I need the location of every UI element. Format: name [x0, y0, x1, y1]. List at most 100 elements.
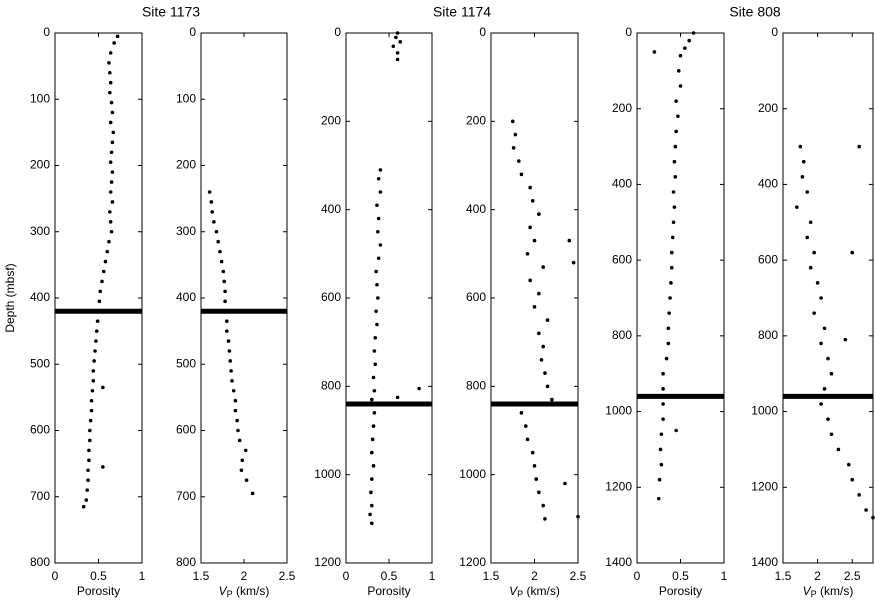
point	[110, 200, 115, 204]
point	[90, 388, 95, 393]
point	[86, 478, 90, 482]
point	[115, 34, 120, 39]
y-tick-label: 600	[466, 290, 486, 304]
point	[89, 408, 94, 413]
point	[670, 235, 675, 240]
point	[216, 239, 220, 244]
point	[101, 385, 105, 390]
point	[108, 120, 113, 125]
y-axis-label: Depth (mbsf)	[3, 263, 17, 332]
site-title: Site 1173	[142, 4, 200, 20]
y-tick-label: 1200	[314, 555, 341, 569]
point	[829, 432, 834, 437]
point	[850, 250, 855, 255]
y-tick-label: 1000	[605, 404, 632, 418]
y-tick-label: 800	[176, 555, 196, 569]
point	[659, 432, 664, 437]
y-tick-label: 800	[321, 379, 341, 393]
x-label-symbol: V	[509, 584, 518, 598]
point	[532, 464, 537, 468]
point	[225, 319, 229, 323]
point	[519, 172, 524, 177]
point	[819, 341, 823, 346]
point	[543, 517, 547, 521]
plot-frame	[782, 32, 874, 564]
point	[370, 521, 374, 526]
point	[513, 132, 518, 137]
y-tick-label: 0	[479, 25, 486, 39]
y-tick-label: 1200	[459, 555, 486, 569]
plot-frame	[636, 32, 725, 564]
point	[537, 331, 541, 336]
point	[678, 53, 683, 58]
point	[826, 356, 830, 361]
point	[110, 170, 115, 174]
x-label-subscript: P	[227, 589, 233, 599]
x-tick-label: 1	[721, 569, 728, 583]
point	[661, 387, 665, 391]
x-tick-label: 2	[814, 569, 821, 583]
x-tick-label: 0.5	[90, 569, 107, 583]
point	[230, 379, 234, 383]
point	[545, 318, 550, 322]
point	[374, 309, 378, 314]
x-label-subscript: P	[811, 589, 817, 599]
point	[223, 299, 227, 304]
point	[101, 465, 105, 469]
point	[541, 265, 545, 269]
point	[219, 259, 224, 264]
point	[670, 250, 674, 255]
point	[372, 411, 377, 415]
point	[212, 220, 216, 224]
point	[530, 199, 535, 203]
point	[108, 220, 113, 224]
y-tick-label: 0	[43, 25, 50, 39]
point	[567, 238, 572, 243]
point	[233, 398, 238, 403]
point	[658, 447, 663, 452]
point	[576, 514, 580, 519]
point	[846, 462, 851, 467]
point	[376, 216, 381, 221]
point	[101, 269, 106, 274]
point	[537, 490, 541, 495]
y-tick-label: 1000	[314, 467, 341, 481]
point	[375, 282, 379, 287]
y-tick-label: 700	[30, 489, 50, 503]
point	[237, 438, 242, 443]
point	[511, 146, 516, 150]
point	[563, 481, 567, 486]
x-tick-label: 2	[241, 569, 248, 583]
point	[683, 46, 687, 50]
point	[372, 349, 377, 353]
site-title: Site 1174	[433, 4, 491, 20]
point	[229, 369, 233, 373]
x-tick-label: 2.5	[570, 569, 587, 583]
x-tick-label: 0	[634, 569, 641, 583]
point	[528, 278, 532, 283]
point	[378, 190, 383, 194]
point	[667, 311, 671, 315]
y-tick-label: 200	[612, 101, 632, 115]
point	[209, 200, 214, 204]
point	[250, 491, 255, 496]
point	[812, 311, 816, 315]
point	[108, 210, 112, 214]
x-label-unit: (km/s)	[817, 584, 854, 598]
point	[519, 411, 524, 415]
y-tick-label: 200	[176, 158, 196, 172]
point	[207, 190, 212, 194]
point	[81, 504, 86, 509]
y-tick-label: 700	[176, 489, 196, 503]
point	[108, 190, 113, 194]
point	[221, 269, 226, 274]
point	[864, 508, 868, 512]
point	[528, 225, 532, 230]
y-tick-label: 400	[176, 290, 196, 304]
point	[532, 238, 537, 243]
point	[370, 437, 375, 442]
plot-frame	[200, 32, 288, 564]
point	[374, 269, 378, 274]
point	[541, 344, 545, 349]
point	[850, 477, 855, 482]
